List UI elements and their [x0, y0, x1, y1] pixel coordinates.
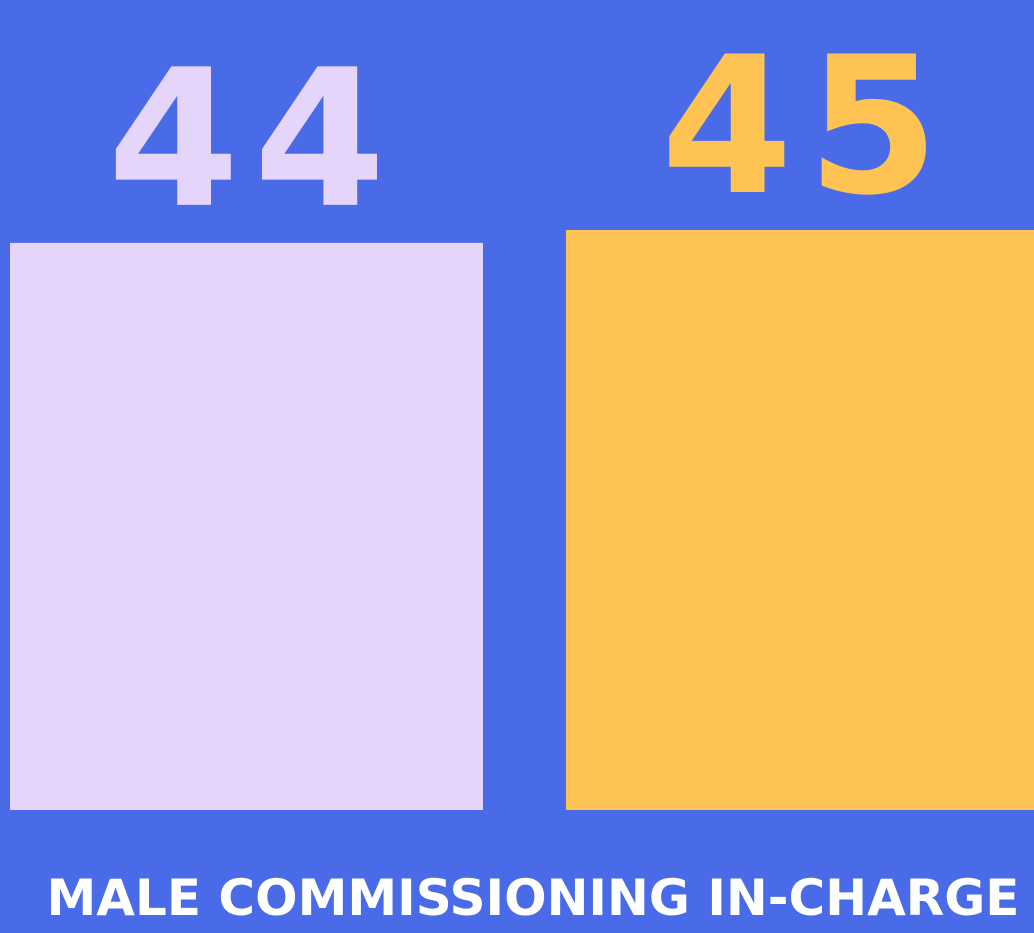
- data-label: 45: [661, 16, 953, 237]
- chart-title: MALE COMMISSIONING IN-CHARGE: [47, 869, 1020, 927]
- data-label: 44: [107, 29, 399, 250]
- bar: [10, 242, 483, 810]
- bar: [566, 230, 1034, 810]
